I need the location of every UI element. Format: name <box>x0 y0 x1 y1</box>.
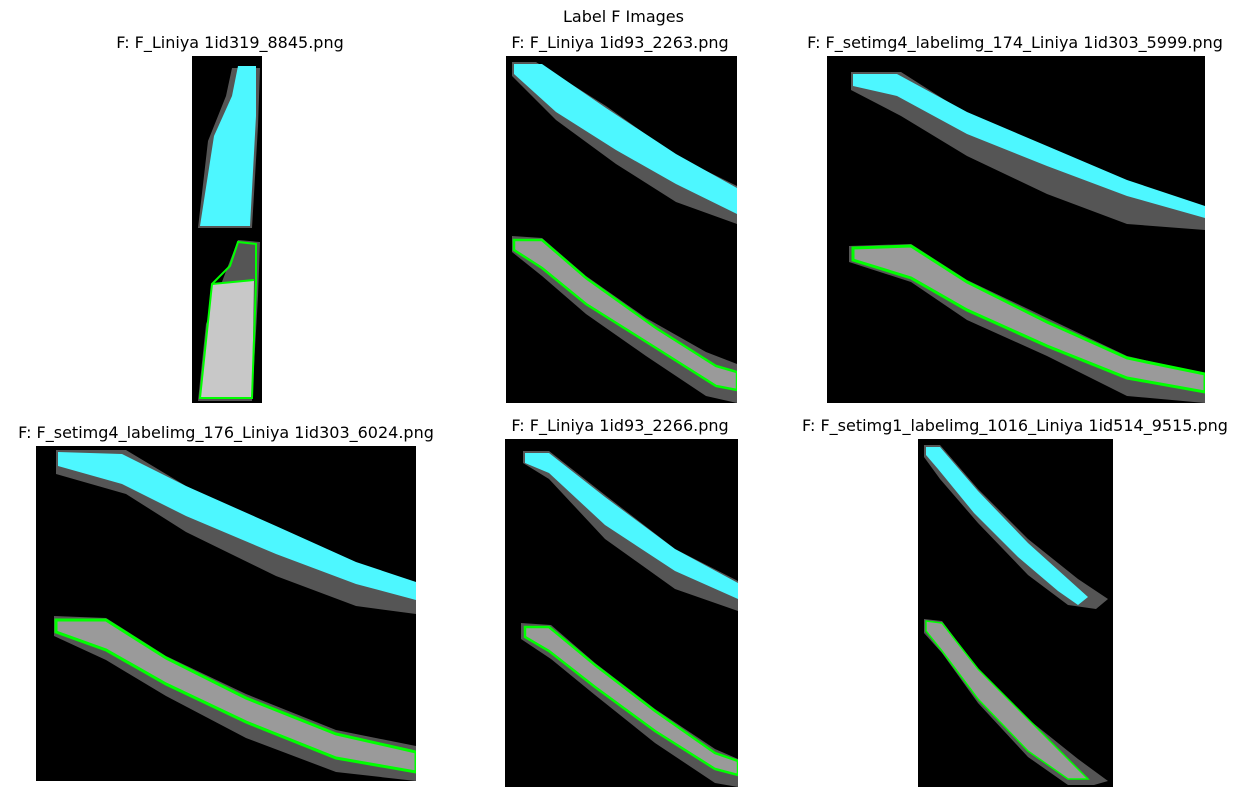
mask-region <box>514 64 737 214</box>
panel-title-1: F: F_Liniya 1id319_8845.png <box>116 33 344 52</box>
panel-title-4: F: F_setimg4_labelimg_176_Liniya 1id303_… <box>18 423 434 442</box>
panel-title-3: F: F_setimg4_labelimg_174_Liniya 1id303_… <box>807 33 1223 52</box>
figure-title: Label F Images <box>563 7 684 26</box>
object-region <box>514 240 737 390</box>
outline-contour <box>211 279 255 285</box>
outline-contour <box>851 244 1205 394</box>
panel-image-4 <box>36 446 416 781</box>
object-region <box>525 627 738 775</box>
panel-title-2: F: F_Liniya 1id93_2263.png <box>511 33 729 52</box>
panel-image-5-svg <box>521 451 738 787</box>
mask-region <box>525 453 738 599</box>
mask-region <box>853 74 1205 218</box>
panel-image-5 <box>505 439 738 787</box>
object-region <box>200 280 254 398</box>
panel-image-2-svg <box>512 62 737 403</box>
object-region <box>56 620 416 772</box>
panel-image-2 <box>506 56 737 403</box>
panel-title-6: F: F_setimg1_labelimg_1016_Liniya 1id514… <box>802 416 1228 435</box>
panel-image-1-svg <box>198 66 260 401</box>
panel-image-4-svg <box>54 450 416 781</box>
panel-title-5: F: F_Liniya 1id93_2266.png <box>511 416 729 435</box>
outline-contour <box>925 620 1090 780</box>
panel-image-3 <box>827 56 1205 403</box>
mask-region <box>200 66 256 226</box>
panel-image-6 <box>918 439 1113 787</box>
panel-image-6-svg <box>924 445 1108 785</box>
mask-region <box>926 447 1088 605</box>
outline-contour <box>523 625 738 777</box>
mask-region <box>58 452 416 600</box>
outline-contour <box>54 618 416 774</box>
object-region <box>853 246 1205 392</box>
outline-contour <box>512 238 737 392</box>
panel-image-1 <box>192 56 262 403</box>
panel-image-3-svg <box>849 72 1205 403</box>
outline-contour <box>198 240 257 399</box>
